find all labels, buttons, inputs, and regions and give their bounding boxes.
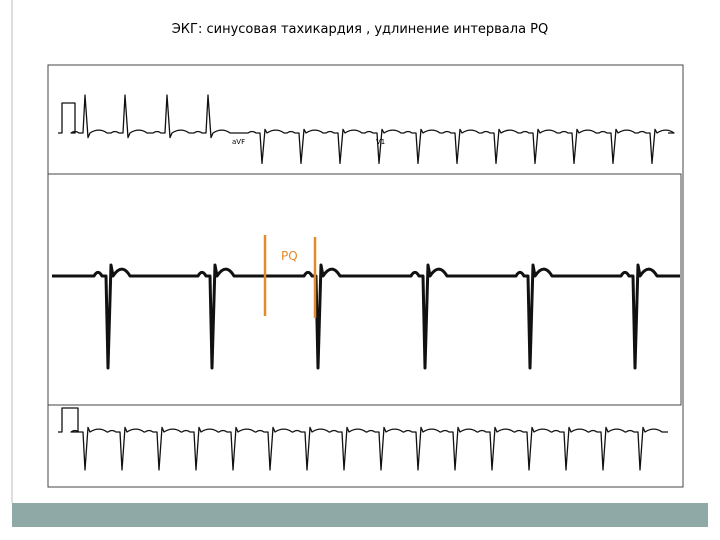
ecg-strip-top <box>58 94 675 165</box>
lead-label: aVF <box>232 138 245 146</box>
zoom-frame <box>47 173 682 406</box>
footer-bar <box>12 503 708 527</box>
pq-label: PQ <box>281 249 298 263</box>
ecg-strip-bottom <box>58 407 668 471</box>
lead-label: V1 <box>376 138 385 146</box>
ecg-strip-zoom <box>52 263 680 370</box>
slide-title: ЭКГ: синусовая тахикардия , удлинение ин… <box>172 22 549 37</box>
